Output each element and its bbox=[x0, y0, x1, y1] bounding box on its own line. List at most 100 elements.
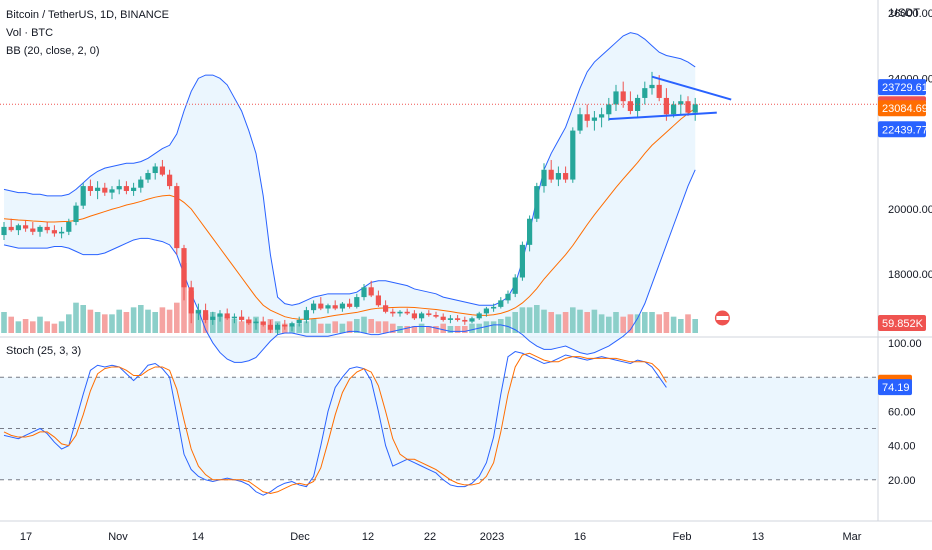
candle bbox=[390, 308, 396, 317]
candle bbox=[692, 97, 698, 121]
candle-body bbox=[656, 84, 662, 98]
volume-bar bbox=[174, 302, 180, 333]
candle bbox=[203, 303, 209, 324]
candle-body bbox=[469, 318, 475, 322]
candle-body bbox=[419, 313, 425, 319]
candle-body bbox=[692, 104, 698, 113]
candle-body bbox=[217, 313, 223, 317]
trendline bbox=[651, 75, 732, 101]
candle bbox=[66, 218, 72, 236]
candle-body bbox=[318, 303, 324, 309]
candle-body bbox=[8, 226, 14, 231]
price-tag-label: 59.852K bbox=[882, 318, 924, 330]
candle bbox=[138, 176, 144, 193]
candle bbox=[181, 244, 187, 301]
candle-body bbox=[131, 187, 137, 191]
volume-bar bbox=[591, 309, 598, 333]
volume-bar bbox=[519, 307, 526, 333]
candle-body bbox=[620, 91, 626, 102]
volume-bar bbox=[649, 312, 655, 333]
time-axis-tick: 2023 bbox=[480, 531, 504, 543]
candle bbox=[577, 107, 583, 134]
stoch-axis-tick: 60.00 bbox=[888, 406, 916, 418]
candle bbox=[361, 284, 367, 301]
candle bbox=[397, 310, 403, 317]
candle bbox=[231, 313, 237, 324]
volume-bar bbox=[318, 323, 324, 333]
volume-bar bbox=[505, 316, 511, 333]
volume-bar bbox=[555, 314, 562, 333]
candle bbox=[87, 179, 93, 196]
candle bbox=[289, 321, 295, 332]
candle-body bbox=[627, 101, 633, 111]
candle-body bbox=[498, 300, 504, 307]
time-axis-tick: 14 bbox=[192, 531, 204, 543]
volume-bar bbox=[80, 305, 86, 333]
candle bbox=[253, 318, 259, 330]
candle bbox=[627, 91, 633, 115]
candle bbox=[217, 310, 223, 322]
candle-body bbox=[426, 313, 432, 316]
candle-body bbox=[347, 303, 353, 307]
candle-body bbox=[51, 230, 57, 234]
candle bbox=[491, 303, 497, 312]
candle-body bbox=[433, 315, 439, 317]
candle bbox=[174, 182, 180, 255]
candle-body bbox=[30, 228, 36, 232]
stoch-legend[interactable]: Stoch (25, 3, 3) bbox=[6, 345, 82, 357]
volume-bar bbox=[1, 312, 7, 333]
candle-body bbox=[505, 293, 511, 301]
candle-body bbox=[239, 316, 245, 320]
candle-body bbox=[541, 169, 547, 187]
candle bbox=[296, 316, 302, 327]
candle bbox=[541, 163, 547, 193]
candle-body bbox=[584, 114, 590, 121]
volume-bar bbox=[382, 321, 389, 333]
price-tag: 59.852K bbox=[878, 315, 926, 331]
volume-bar bbox=[512, 312, 518, 333]
candle-body bbox=[73, 205, 79, 222]
candle-body bbox=[116, 186, 122, 190]
candle bbox=[109, 186, 115, 200]
candle-body bbox=[87, 186, 93, 191]
candle-body bbox=[174, 186, 180, 249]
candle-body bbox=[181, 248, 187, 288]
symbol-title[interactable]: Bitcoin / TetherUS, 1D, BINANCE bbox=[6, 9, 170, 21]
candle bbox=[59, 226, 65, 239]
candle bbox=[188, 280, 194, 324]
stoch-tag-bg bbox=[878, 379, 912, 396]
candle-body bbox=[635, 97, 641, 111]
volume-legend[interactable]: Vol · BTC bbox=[6, 27, 54, 39]
volume-bar bbox=[8, 316, 14, 333]
candle bbox=[649, 71, 655, 95]
volume-bar bbox=[598, 314, 605, 333]
candle-body bbox=[563, 173, 569, 180]
volume-bar bbox=[66, 314, 72, 333]
volume-bar bbox=[102, 314, 108, 333]
candle-body bbox=[1, 226, 7, 236]
candle bbox=[411, 310, 417, 320]
candle bbox=[354, 293, 360, 309]
candle bbox=[599, 107, 605, 128]
volume-bar bbox=[685, 314, 691, 333]
volume-bar bbox=[296, 323, 302, 333]
stoch-k-line bbox=[3, 351, 667, 496]
candle-body bbox=[447, 318, 453, 320]
volume-bar bbox=[346, 321, 353, 333]
candle bbox=[426, 310, 432, 317]
volume-bar bbox=[138, 305, 144, 333]
price-tag-bg bbox=[878, 121, 926, 138]
volume-bar bbox=[570, 307, 576, 333]
candle-body bbox=[23, 225, 29, 229]
candle bbox=[347, 298, 353, 309]
candle bbox=[483, 306, 489, 317]
time-axis-tick: 12 bbox=[362, 531, 374, 543]
candle bbox=[635, 94, 641, 118]
volume-bar bbox=[548, 312, 554, 333]
candle bbox=[73, 202, 79, 226]
bollinger-legend[interactable]: BB (20, close, 2, 0) bbox=[6, 45, 100, 57]
volume-bar bbox=[224, 316, 230, 333]
candle bbox=[606, 97, 612, 121]
candle-body bbox=[649, 84, 655, 89]
